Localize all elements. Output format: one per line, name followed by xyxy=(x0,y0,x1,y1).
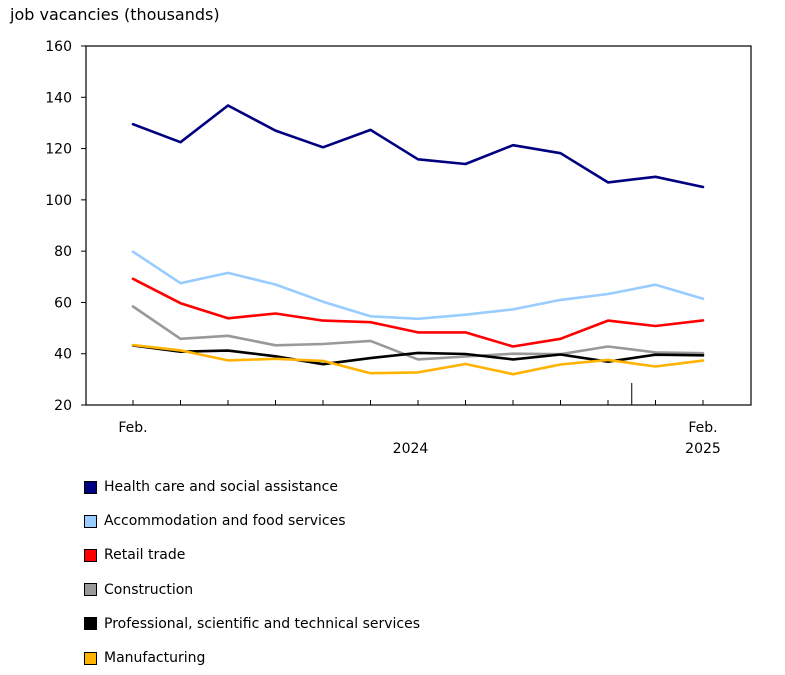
line-chart: 20 40 60 80 100 120 140 160 Feb. 2024 Feb. 2025 xyxy=(45,39,752,457)
legend-swatch xyxy=(84,583,97,597)
legend-item: Professional, scientific and technical s… xyxy=(84,607,420,641)
y-tick-label: 100 xyxy=(45,193,72,209)
legend-swatch xyxy=(84,548,97,562)
series-lines xyxy=(131,104,705,376)
x-tick-label-start: Feb. xyxy=(118,420,147,436)
legend-item: Retail trade xyxy=(84,538,420,572)
legend-label: Manufacturing xyxy=(104,650,206,667)
legend: Health care and social assistance Accommo… xyxy=(84,470,420,675)
x-tick-label-end: Feb. xyxy=(688,420,717,436)
series-line-2 xyxy=(131,277,705,348)
y-tick-label: 160 xyxy=(45,39,72,55)
legend-item: Health care and social assistance xyxy=(84,470,420,504)
legend-item: Manufacturing xyxy=(84,641,420,675)
x-year-label-2025: 2025 xyxy=(685,441,721,457)
legend-swatch xyxy=(84,651,97,665)
legend-label: Health care and social assistance xyxy=(104,479,338,496)
y-tick-label: 40 xyxy=(54,347,72,363)
y-tick-label: 80 xyxy=(54,244,72,260)
series-line-3 xyxy=(131,305,705,361)
legend-swatch xyxy=(84,617,97,631)
series-line-1 xyxy=(131,250,705,321)
y-tick-label: 120 xyxy=(45,142,72,158)
x-year-label-2024: 2024 xyxy=(393,441,429,457)
series-line-4 xyxy=(131,344,705,366)
ticks: 20 40 60 80 100 120 140 160 Feb. 2024 Feb. 2025 xyxy=(45,39,721,457)
legend-swatch xyxy=(84,480,97,494)
y-axis-title: job vacancies (thousands) xyxy=(10,5,220,24)
legend-label: Accommodation and food services xyxy=(104,513,346,530)
series-line-0 xyxy=(131,104,705,189)
y-tick-label: 20 xyxy=(54,398,72,414)
legend-label: Professional, scientific and technical s… xyxy=(104,615,421,632)
legend-label: Retail trade xyxy=(104,547,186,564)
series-line-5 xyxy=(131,343,705,376)
legend-item: Accommodation and food services xyxy=(84,504,420,538)
legend-swatch xyxy=(84,514,97,528)
legend-label: Construction xyxy=(104,581,194,598)
y-tick-label: 60 xyxy=(54,295,72,311)
y-tick-label: 140 xyxy=(45,90,72,106)
legend-item: Construction xyxy=(84,573,420,607)
